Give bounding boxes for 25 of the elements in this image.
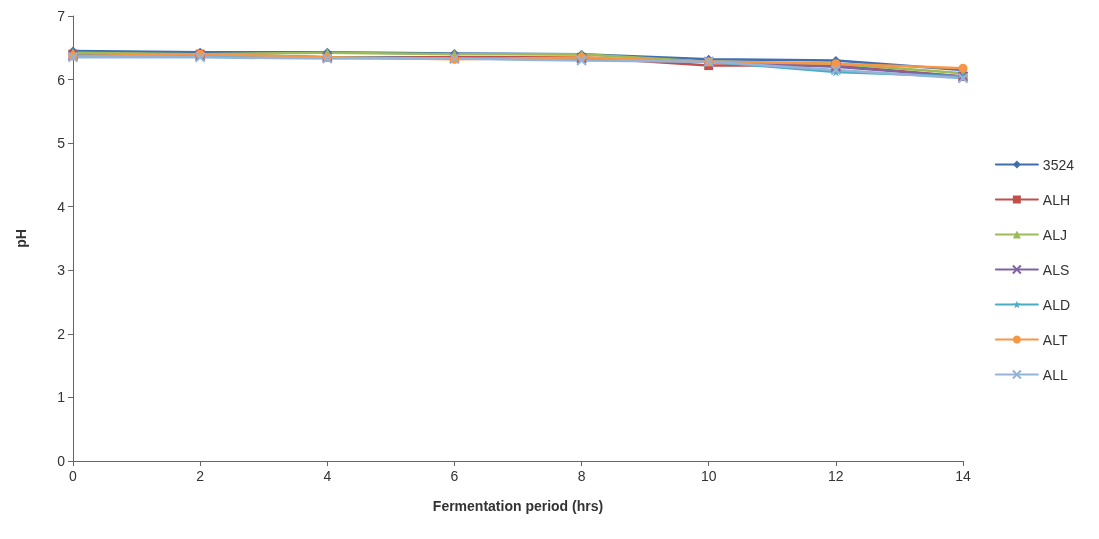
x-tick-label: 6 — [450, 468, 459, 484]
legend-label: ALT — [1042, 331, 1068, 348]
legend-label: 3524 — [1042, 156, 1075, 173]
x-tick-label: 4 — [323, 468, 332, 484]
legend-label: ALS — [1042, 261, 1070, 278]
legend-label: ALL — [1042, 366, 1068, 383]
x-tick-label: 12 — [828, 468, 844, 484]
y-tick-label: 7 — [57, 8, 66, 24]
y-tick-label: 5 — [57, 135, 66, 152]
x-tick-label: 14 — [955, 468, 971, 484]
legend-label: ALH — [1042, 191, 1071, 208]
x-tick-label: 10 — [700, 468, 717, 484]
y-tick-label: 4 — [57, 198, 66, 215]
y-tick-label: 2 — [57, 325, 66, 342]
legend-label: ALJ — [1042, 226, 1067, 243]
legend-label: ALD — [1042, 296, 1071, 313]
x-tick-label: 0 — [69, 468, 78, 484]
y-tick-label: 6 — [57, 71, 66, 88]
x-tick-label: 8 — [577, 468, 586, 484]
y-axis-title: pH — [13, 229, 29, 248]
x-axis-title: Fermentation period (hrs) — [432, 498, 604, 514]
y-tick-label: 0 — [57, 453, 66, 469]
y-tick-label: 1 — [57, 389, 66, 406]
x-tick-label: 2 — [196, 468, 205, 484]
y-tick-label: 3 — [57, 262, 66, 279]
